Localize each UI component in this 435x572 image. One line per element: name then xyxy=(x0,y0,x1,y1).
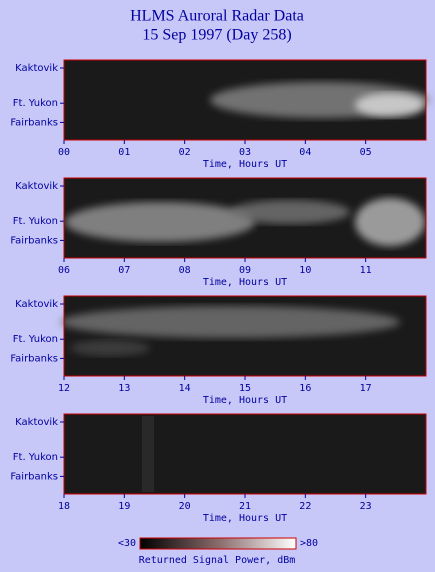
colorbar-min: <30 xyxy=(118,538,136,549)
y-tick-label: Fairbanks xyxy=(10,471,58,482)
y-tick-label: Kaktovik xyxy=(15,417,58,428)
x-tick-label: 06 xyxy=(58,265,70,276)
x-tick-label: 08 xyxy=(179,265,191,276)
y-tick-label: Fairbanks xyxy=(10,353,58,364)
chart-subtitle: 15 Sep 1997 (Day 258) xyxy=(142,27,291,44)
y-tick-label: Ft. Yukon xyxy=(13,98,58,109)
chart-title: HLMS Auroral Radar Data xyxy=(130,8,304,25)
x-tick-label: 09 xyxy=(239,265,251,276)
x-tick-label: 20 xyxy=(179,501,191,512)
x-tick-label: 13 xyxy=(118,383,130,394)
x-tick-label: 04 xyxy=(299,147,311,158)
y-tick-label: Kaktovik xyxy=(15,63,58,74)
x-tick-label: 21 xyxy=(239,501,251,512)
x-tick-label: 11 xyxy=(360,265,372,276)
x-tick-label: 14 xyxy=(179,383,191,394)
x-axis-label: Time, Hours UT xyxy=(203,395,287,406)
x-axis-label: Time, Hours UT xyxy=(203,277,287,288)
x-tick-label: 10 xyxy=(299,265,311,276)
y-tick-label: Ft. Yukon xyxy=(13,334,58,345)
x-tick-label: 22 xyxy=(299,501,311,512)
x-tick-label: 12 xyxy=(58,383,70,394)
x-tick-label: 00 xyxy=(58,147,70,158)
x-axis-label: Time, Hours UT xyxy=(203,159,287,170)
x-tick-label: 17 xyxy=(360,383,372,394)
x-tick-label: 02 xyxy=(179,147,191,158)
x-tick-label: 07 xyxy=(118,265,130,276)
x-tick-label: 23 xyxy=(360,501,372,512)
x-tick-label: 01 xyxy=(118,147,130,158)
colorbar-max: >80 xyxy=(300,538,318,549)
panel xyxy=(64,414,426,494)
x-tick-label: 16 xyxy=(299,383,311,394)
y-tick-label: Fairbanks xyxy=(10,235,58,246)
y-tick-label: Fairbanks xyxy=(10,117,58,128)
y-tick-label: Kaktovik xyxy=(15,181,58,192)
x-axis-label: Time, Hours UT xyxy=(203,513,287,524)
y-tick-label: Kaktovik xyxy=(15,299,58,310)
x-tick-label: 03 xyxy=(239,147,251,158)
x-tick-label: 19 xyxy=(118,501,130,512)
colorbar xyxy=(139,537,297,550)
y-tick-label: Ft. Yukon xyxy=(13,452,58,463)
x-tick-label: 05 xyxy=(360,147,372,158)
x-tick-label: 15 xyxy=(239,383,251,394)
y-tick-label: Ft. Yukon xyxy=(13,216,58,227)
radar-texture xyxy=(60,82,430,492)
colorbar-label: Returned Signal Power, dBm xyxy=(139,555,296,566)
x-tick-label: 18 xyxy=(58,501,70,512)
